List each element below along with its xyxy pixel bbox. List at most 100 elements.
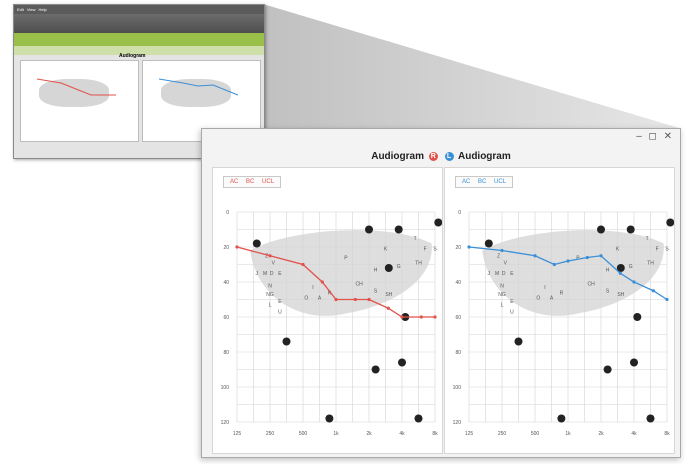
y-tick-label: 20: [455, 245, 461, 251]
x-tick-label: 8k: [664, 431, 670, 437]
speech-letter: F: [656, 247, 659, 253]
tap-icon: [484, 239, 493, 248]
legend-ac[interactable]: AC: [462, 179, 471, 185]
speech-letter: Z: [265, 254, 268, 260]
legend-ucl[interactable]: UCL: [262, 179, 275, 185]
speech-letter: D: [270, 271, 274, 277]
speech-letter: G: [629, 264, 633, 270]
speech-letter: TH: [415, 261, 422, 267]
thumb-toolbar: [14, 14, 264, 33]
thumb-tabs: [14, 46, 264, 55]
y-tick-label: 120: [453, 420, 462, 426]
speech-letter: S: [433, 247, 437, 253]
legend-ucl[interactable]: UCL: [494, 179, 507, 185]
people-icon: [626, 225, 635, 234]
dog-icon: [514, 337, 523, 346]
app-screenshot-thumbnail: Edit View Help Audiogram: [13, 4, 265, 159]
audiogram-window: – ◻ ✕ Audiogram R L Audiogram AC BC UCL …: [201, 128, 681, 458]
x-tick-label: 1k: [333, 431, 339, 437]
y-tick-label: 60: [223, 315, 229, 321]
speech-letter: NG: [266, 292, 274, 298]
bird-icon: [434, 218, 442, 227]
data-point: [268, 254, 272, 258]
left-ear-badge[interactable]: L: [444, 151, 454, 161]
y-tick-label: 100: [453, 385, 462, 391]
data-point: [632, 280, 636, 284]
speech-letter: O: [536, 296, 540, 302]
x-tick-label: 1k: [565, 431, 571, 437]
bell-icon: [633, 313, 642, 321]
speech-letter: A: [550, 296, 554, 302]
data-point: [433, 315, 437, 319]
thumb-menubar: Edit View Help: [14, 5, 264, 14]
tap-icon: [252, 239, 261, 248]
y-tick-label: 60: [455, 315, 461, 321]
speech-letter: E: [510, 271, 514, 277]
speech-letter: S: [606, 289, 610, 295]
data-point: [235, 245, 239, 249]
speech-letter: E: [278, 271, 282, 277]
motorcycle-icon: [414, 414, 423, 423]
x-tick-label: 8k: [432, 431, 438, 437]
y-tick-label: 0: [226, 210, 229, 216]
piano-icon: [371, 365, 380, 374]
speech-banana: [482, 230, 664, 316]
lawnmower-icon: [325, 414, 334, 423]
bird-icon: [666, 218, 674, 227]
speech-letter: M: [263, 271, 267, 277]
speech-letter: E: [278, 299, 282, 305]
legend-ac[interactable]: AC: [230, 179, 239, 185]
speech-letter: I: [312, 285, 313, 291]
thumb-title: Audiogram: [119, 53, 146, 59]
speech-letter: V: [272, 261, 276, 267]
speech-letter: R: [560, 290, 564, 296]
speech-letter: SH: [385, 292, 392, 298]
y-tick-label: 80: [455, 350, 461, 356]
y-tick-label: 40: [223, 280, 229, 286]
speech-letter: U: [510, 310, 514, 316]
leaf-icon: [597, 225, 605, 234]
y-tick-label: 40: [455, 280, 461, 286]
lawnmower-icon: [557, 414, 566, 423]
speech-letter: T: [414, 236, 417, 242]
speech-letter: Z: [497, 254, 500, 260]
y-tick-label: 80: [223, 350, 229, 356]
speech-letter: H: [374, 268, 378, 274]
legend-bc[interactable]: BC: [246, 179, 255, 185]
phone-icon: [630, 358, 638, 367]
speech-letter: M: [495, 271, 499, 277]
thumb-green-bar: [14, 33, 264, 46]
speech-letter: L: [269, 303, 272, 309]
y-tick-label: 20: [223, 245, 229, 251]
speech-letter: J: [488, 271, 491, 277]
right-ear-badge[interactable]: R: [428, 151, 438, 161]
clock-icon: [384, 264, 393, 272]
x-tick-label: 500: [531, 431, 540, 437]
x-tick-label: 125: [233, 431, 242, 437]
speech-letter: I: [544, 285, 545, 291]
x-tick-label: 2k: [366, 431, 372, 437]
speech-letter: S: [665, 247, 669, 253]
title-left: Audiogram: [371, 151, 424, 162]
speech-letter: SH: [617, 292, 624, 298]
speech-letter: CH: [587, 282, 595, 288]
speech-letter: U: [278, 310, 282, 316]
data-point: [566, 259, 570, 263]
dog-icon: [282, 337, 291, 346]
speech-letter: L: [501, 303, 504, 309]
speech-letter: G: [397, 264, 401, 270]
data-point: [533, 254, 537, 258]
speech-letter: K: [384, 247, 388, 253]
people-icon: [394, 225, 403, 234]
speech-letter: T: [646, 236, 649, 242]
data-point: [665, 297, 669, 302]
data-point: [419, 315, 423, 319]
data-point: [585, 255, 589, 260]
speech-letter: N: [268, 283, 272, 289]
data-point: [353, 297, 357, 302]
window-controls[interactable]: – ◻ ✕: [636, 131, 674, 142]
data-point: [467, 245, 471, 249]
speech-banana: [250, 230, 432, 316]
legend-bc[interactable]: BC: [478, 179, 487, 185]
speech-letter: A: [318, 296, 322, 302]
